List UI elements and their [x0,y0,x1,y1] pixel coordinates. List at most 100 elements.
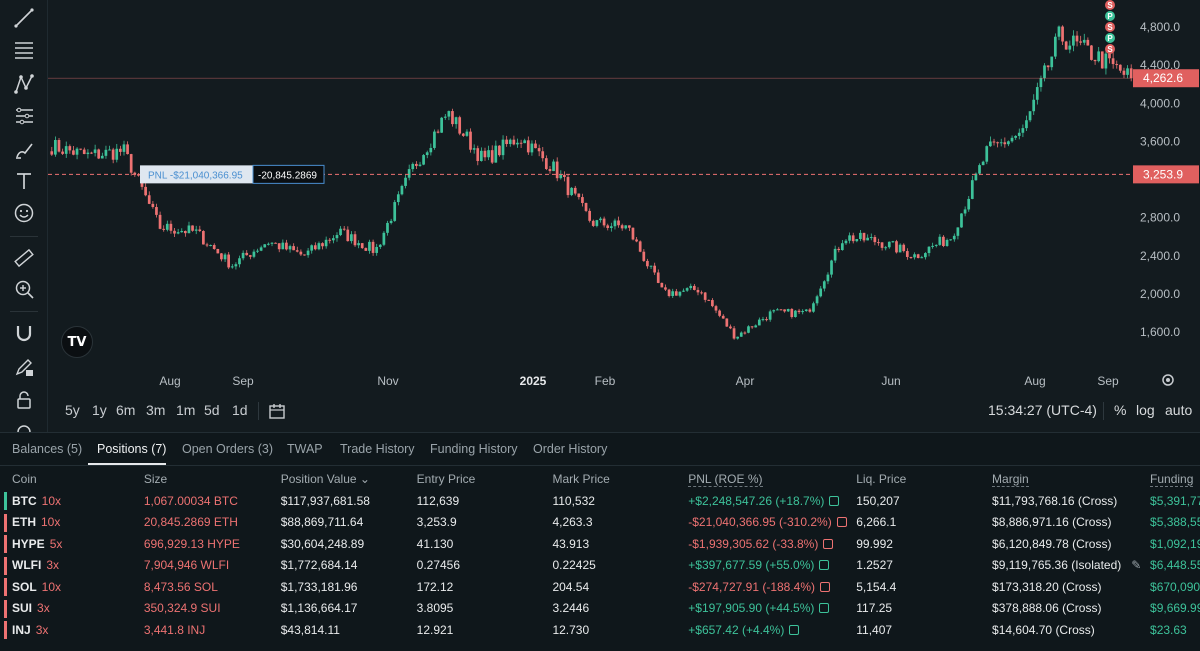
tab-positions[interactable]: Positions (7) [97,442,167,456]
range-5y[interactable]: 5y [65,402,80,418]
candle-body [346,229,350,242]
zoom-in-icon[interactable] [11,276,37,302]
fib-icon[interactable] [11,104,37,130]
coin-name[interactable]: SUI [12,601,33,616]
position-row[interactable]: SOL 10x 8,473.56 SOL $1,733,181.96 172.12 204… [0,576,1200,598]
pnl-cell: -$21,040,366.95 (-310.2%) [688,512,856,534]
coin-cell: BTC 10x [0,490,144,512]
position-row[interactable]: HYPE 5x 696,929.13 HYPE $30,604,248.89 41.13… [0,533,1200,555]
range-1d[interactable]: 1d [232,402,248,418]
magnet-icon[interactable] [11,320,37,346]
size-cell: 20,845.2869 ETH [144,512,281,534]
scale-option-log[interactable]: log [1136,402,1155,418]
text-icon[interactable] [11,168,37,194]
tab-balances[interactable]: Balances (5) [12,442,83,456]
scale-option-auto[interactable]: auto [1165,402,1193,418]
tab-open-orders[interactable]: Open Orders (3) [182,442,274,456]
share-pnl-icon[interactable] [836,517,847,528]
position-row[interactable]: WLFI 3x 7,904,946 WLFI $1,772,684.14 0.27456… [0,555,1200,577]
emoji-icon[interactable] [11,200,37,226]
share-pnl-icon[interactable] [823,538,834,549]
range-5d[interactable]: 5d [204,402,220,418]
share-pnl-icon[interactable] [789,624,800,635]
column-header-position-value[interactable]: Position Value ⌄ [281,468,417,490]
edit-margin-icon[interactable]: ✎ [1131,558,1142,573]
candle-body [411,163,415,170]
nodes-icon[interactable] [11,71,37,97]
coin-name[interactable]: BTC [12,493,37,508]
coin-name[interactable]: SOL [12,579,37,594]
pencil-lock-icon[interactable] [11,354,37,380]
candle-body [1068,45,1072,50]
tab-trade-history[interactable]: Trade History [340,442,415,456]
position-row[interactable]: SUI 3x 350,324.9 SUI $1,136,664.17 3.8095 3.2… [0,598,1200,620]
coin-name[interactable]: HYPE [12,536,45,551]
horizontal-lines-icon[interactable] [11,37,37,63]
position-row[interactable]: ETH 10x 20,845.2869 ETH $88,869,711.64 3,253… [0,512,1200,534]
time-axis-label: Sep [1097,374,1119,388]
range-3m[interactable]: 3m [146,402,166,418]
candle-body [454,117,458,125]
candle-body [245,252,249,256]
column-header-coin[interactable]: Coin [0,468,144,490]
candle-body [783,309,786,312]
share-pnl-icon[interactable] [819,560,830,571]
date-range-calendar-icon[interactable] [268,402,286,423]
liq-price-cell: 6,266.1 [856,512,992,534]
candle-body [1090,45,1093,60]
price-chart[interactable]: 4,800.0 4,400.0 4,000.0 3,600.0 2,800.0 2,400… [48,0,1200,397]
time-axis-label: Aug [159,374,180,388]
share-pnl-icon[interactable] [819,603,830,614]
brush-icon[interactable] [11,137,37,163]
column-header-funding[interactable]: Funding [1150,468,1200,490]
trendline-icon[interactable] [11,5,37,31]
candle-body [303,254,306,256]
share-pnl-icon[interactable] [820,581,831,592]
ruler-icon[interactable] [11,245,37,271]
chart-settings-icon[interactable] [1162,374,1174,386]
candle-body [949,239,952,241]
tab-twap[interactable]: TWAP [287,442,323,456]
tab-funding-history[interactable]: Funding History [430,442,518,456]
candle-body [512,139,516,145]
candle-body [779,309,783,311]
candle-body [324,239,328,247]
range-1m[interactable]: 1m [176,402,196,418]
column-header-mark-price[interactable]: Mark Price [552,468,688,490]
tradingview-logo[interactable]: TV [61,326,93,358]
time-axis-label: Apr [736,374,755,388]
coin-name[interactable]: WLFI [12,558,42,573]
share-pnl-icon[interactable] [829,495,840,506]
candle-body [259,247,263,251]
liq-price-cell-text: 5,154.4 [856,579,897,594]
column-header-label: Entry Price [416,472,476,486]
tab-order-history[interactable]: Order History [533,442,608,456]
candle-body [176,232,180,234]
column-header-label: PNL (ROE %) [688,472,763,487]
position-pnl-label[interactable]: PNL -$21,040,366.95 -20,845.2869 [140,164,325,184]
position-row[interactable]: BTC 10x 1,067.00034 BTC $117,937,681.58 112,… [0,490,1200,512]
candle-body [732,328,736,339]
column-header-entry-price[interactable]: Entry Price [417,468,553,490]
position-row[interactable]: INJ 3x 3,441.8 INJ $43,814.11 12.921 12.730 +$… [0,619,1200,641]
candle-body [902,244,906,252]
column-header-margin[interactable]: Margin [992,468,1150,490]
position-side-bar [4,513,7,532]
column-header-liq-price[interactable]: Liq. Price [856,468,992,490]
lock-icon[interactable] [11,387,37,413]
candle-body [216,249,220,254]
coin-name[interactable]: INJ [12,622,31,637]
column-header-pnl-roe[interactable]: PNL (ROE %) [688,468,856,490]
range-6m[interactable]: 6m [116,402,136,418]
chart-area[interactable]: 4,800.0 4,400.0 4,000.0 3,600.0 2,800.0 2,400… [0,0,1200,439]
margin-cell-text: $14,604.70 (Cross) [992,622,1095,637]
scale-option-percent[interactable]: % [1114,402,1127,418]
positions-table: Coin Size Position Value ⌄ Entry Price Mark … [0,468,1200,641]
column-header-size[interactable]: Size [144,468,281,490]
entry-price-cell: 0.27456 [417,555,553,577]
candle-body [418,164,422,166]
range-1y[interactable]: 1y [92,402,107,418]
mark-price-cell: 12.730 [552,619,688,641]
coin-name[interactable]: ETH [12,515,36,530]
candle-body [86,152,90,155]
